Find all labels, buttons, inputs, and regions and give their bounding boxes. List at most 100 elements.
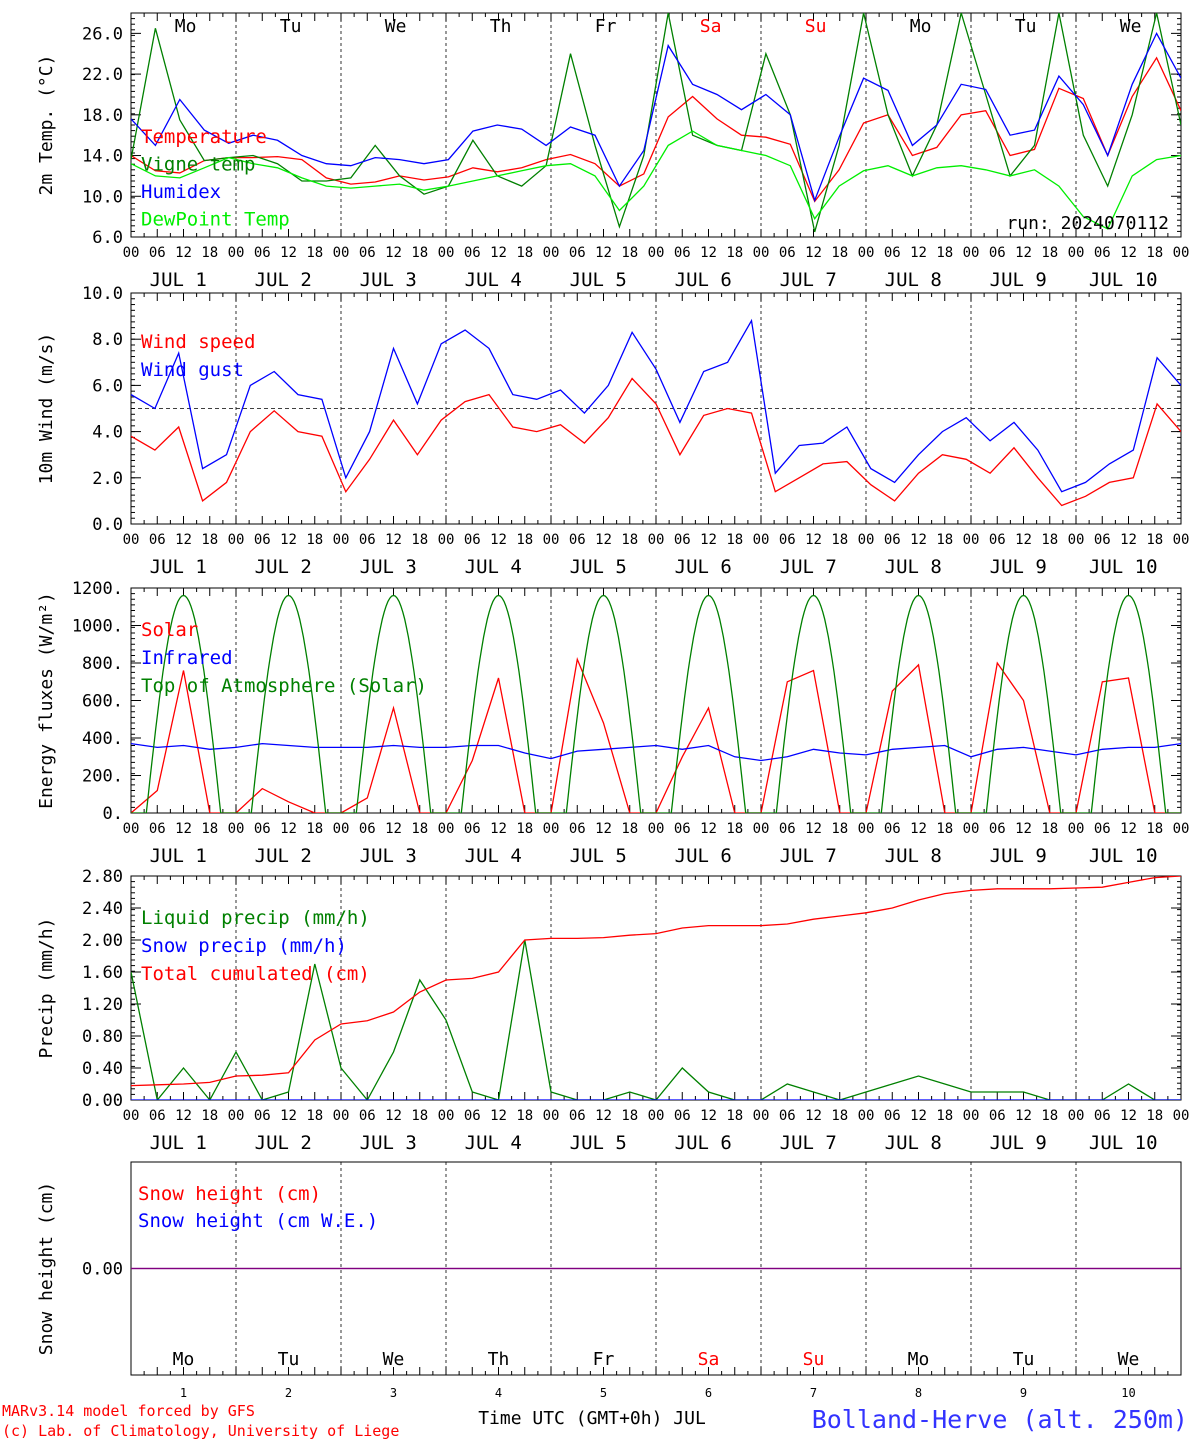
day-number: 10: [1121, 1386, 1135, 1400]
hour-label: 06: [674, 532, 691, 548]
hour-label: 12: [1015, 821, 1032, 837]
hour-label: 12: [1120, 1108, 1137, 1124]
day-number: 7: [810, 1386, 817, 1400]
hour-label: 06: [149, 245, 166, 261]
hour-label: 06: [674, 245, 691, 261]
hour-label: 12: [1015, 532, 1032, 548]
legend-solar: Solar: [141, 619, 198, 641]
hour-label: 06: [779, 532, 796, 548]
hour-label: 06: [254, 245, 271, 261]
hour-label: 06: [989, 532, 1006, 548]
day-label: JUL 4: [465, 269, 522, 291]
hour-label: 12: [595, 821, 612, 837]
hour-label: 12: [595, 532, 612, 548]
hour-label: 18: [621, 821, 638, 837]
hour-label: 06: [779, 1108, 796, 1124]
day-label: JUL 7: [780, 1132, 837, 1154]
hour-label: 06: [464, 821, 481, 837]
hour-label: 00: [333, 1108, 350, 1124]
y-tick-label: 1200.: [72, 579, 123, 599]
y-tick-label: 2.0: [92, 469, 123, 489]
hour-label: 06: [779, 821, 796, 837]
hour-label: 00: [438, 245, 455, 261]
weekday-label: Tu: [1015, 16, 1037, 37]
panel-energy: 0. 200. 400. 600. 800. 1000. 1200. Energy fluxe…: [36, 579, 1189, 867]
hour-label: 00: [228, 245, 245, 261]
hour-label: 18: [201, 821, 218, 837]
weekday-label: Fr: [595, 16, 617, 37]
hour-label: 18: [936, 532, 953, 548]
hour-label: 12: [805, 1108, 822, 1124]
hour-label: 12: [1120, 821, 1137, 837]
hour-label: 12: [490, 821, 507, 837]
series-line-solar: [131, 656, 1181, 813]
y-tick-label: 1.60: [82, 963, 123, 983]
hour-label: 18: [411, 821, 428, 837]
hour-label: 12: [805, 245, 822, 261]
y-tick-label: 0.00: [82, 1260, 123, 1280]
hour-label: 18: [1041, 821, 1058, 837]
hour-label: 18: [831, 245, 848, 261]
series-line-wind-gust: [131, 318, 1181, 493]
y-tick-label: 800.: [82, 654, 123, 674]
day-label: JUL 1: [150, 845, 207, 867]
hour-label: 12: [805, 821, 822, 837]
day-label: JUL 1: [150, 1132, 207, 1154]
hour-label: 00: [963, 532, 980, 548]
day-label: JUL 8: [885, 556, 942, 578]
y-axis-label: Precip (mm/h): [36, 918, 57, 1059]
hour-label: 18: [726, 821, 743, 837]
hour-label: 06: [674, 821, 691, 837]
day-number: 2: [285, 1386, 292, 1400]
y-tick-label: 0.40: [82, 1059, 123, 1079]
hour-label: 06: [569, 532, 586, 548]
hour-label: 12: [175, 245, 192, 261]
weekday-label: Mo: [175, 16, 197, 37]
hour-label: 12: [175, 532, 192, 548]
hour-label: 00: [228, 1108, 245, 1124]
hour-label: 06: [359, 1108, 376, 1124]
legend-temperature: Temperature: [141, 126, 267, 148]
hour-label: 00: [648, 1108, 665, 1124]
series-group-precip: [131, 876, 1181, 1100]
hour-label: 00: [963, 1108, 980, 1124]
hour-label: 00: [1068, 821, 1085, 837]
hour-label: 00: [963, 821, 980, 837]
panel-temp: 6.0 10.0 14.0 18.0 22.0 26.0 2m Temp. (°C) Temp…: [36, 12, 1189, 291]
hour-label: 18: [936, 245, 953, 261]
hour-label: 06: [884, 245, 901, 261]
y-tick-label: 14.0: [82, 147, 123, 167]
day-label: JUL 3: [360, 269, 417, 291]
hour-label: 00: [543, 821, 560, 837]
hour-label: 18: [1146, 245, 1163, 261]
series-line-top-of-atmosphere-solar-: [131, 594, 1181, 813]
day-label: JUL 6: [675, 556, 732, 578]
day-label: JUL 4: [465, 1132, 522, 1154]
series-group-energy: [131, 594, 1181, 813]
weekday-label: We: [1120, 16, 1142, 37]
y-tick-label: 4.0: [92, 423, 123, 443]
day-label: JUL 5: [570, 1132, 627, 1154]
legend-infrared: Infrared: [141, 647, 233, 669]
weekday-label: Tu: [278, 1349, 300, 1370]
weekday-label: We: [1118, 1349, 1140, 1370]
weekday-label: We: [383, 1349, 405, 1370]
y-tick-label: 10.0: [82, 187, 123, 207]
hour-label: 06: [989, 821, 1006, 837]
hour-label: 06: [884, 821, 901, 837]
hour-label: 06: [254, 532, 271, 548]
hour-label: 12: [1015, 1108, 1032, 1124]
day-label: JUL 4: [465, 845, 522, 867]
panel-snow: 0.00 Snow height (cm) Snow height (cm) Snow…: [36, 1161, 1182, 1400]
hour-label: 18: [1041, 532, 1058, 548]
footer-lab-line: (c) Lab. of Climatology, University of L…: [2, 1422, 399, 1440]
hour-label: 18: [621, 1108, 638, 1124]
hour-label: 18: [621, 245, 638, 261]
hour-label: 18: [411, 1108, 428, 1124]
day-label: JUL 10: [1089, 1132, 1158, 1154]
hour-label: 18: [306, 532, 323, 548]
hour-label: 00: [1173, 532, 1190, 548]
hour-label: 12: [385, 245, 402, 261]
hour-label: 00: [648, 532, 665, 548]
